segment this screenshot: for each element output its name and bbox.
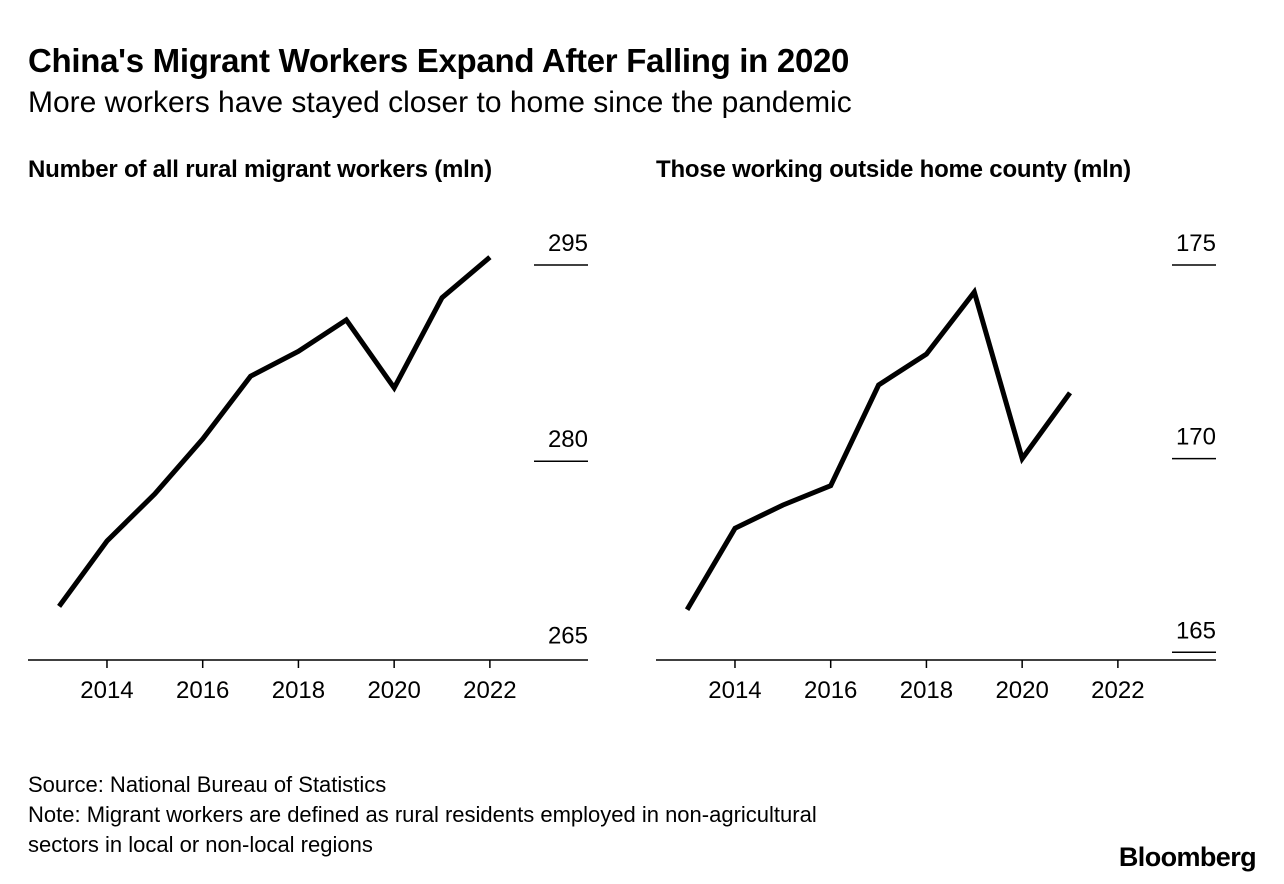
x-tick-label: 2018 xyxy=(272,677,325,704)
definition-note-line-2: sectors in local or non-local regions xyxy=(28,832,373,857)
bloomberg-logo: Bloomberg xyxy=(1118,842,1257,872)
x-tick-label: 2016 xyxy=(804,677,857,704)
chart-title: China's Migrant Workers Expand After Fal… xyxy=(28,42,850,79)
source-note: Source: National Bureau of Statistics xyxy=(28,772,387,797)
y-tick-label: 170 xyxy=(1176,424,1216,451)
left-panel-title: Number of all rural migrant workers (mln… xyxy=(28,156,492,183)
y-tick-label: 165 xyxy=(1176,617,1216,644)
chart-subtitle: More workers have stayed closer to home … xyxy=(28,86,852,119)
y-tick-label: 280 xyxy=(548,426,588,453)
x-tick-label: 2022 xyxy=(1091,677,1144,704)
x-tick-label: 2018 xyxy=(900,677,953,704)
right-line-chart: 2014 2016 2018 2020 2022 175 170 165 xyxy=(656,230,1216,704)
series-line xyxy=(57,255,492,608)
x-tick-label: 2014 xyxy=(80,677,133,704)
x-tick-label: 2016 xyxy=(176,677,229,704)
y-tick-label: 265 xyxy=(548,622,588,649)
x-tick-label: 2022 xyxy=(463,677,516,704)
left-line-chart: 2014 2016 2018 2020 2022 295 280 265 xyxy=(28,230,588,704)
x-tick-label: 2014 xyxy=(708,677,761,704)
x-tick-label: 2020 xyxy=(995,677,1048,704)
y-tick-label: 175 xyxy=(1176,230,1216,257)
series-line xyxy=(684,286,1073,611)
definition-note-line-1: Note: Migrant workers are defined as rur… xyxy=(28,802,817,827)
y-tick-label: 295 xyxy=(548,230,588,257)
right-panel-title: Those working outside home county (mln) xyxy=(656,156,1131,183)
x-tick-label: 2020 xyxy=(367,677,420,704)
